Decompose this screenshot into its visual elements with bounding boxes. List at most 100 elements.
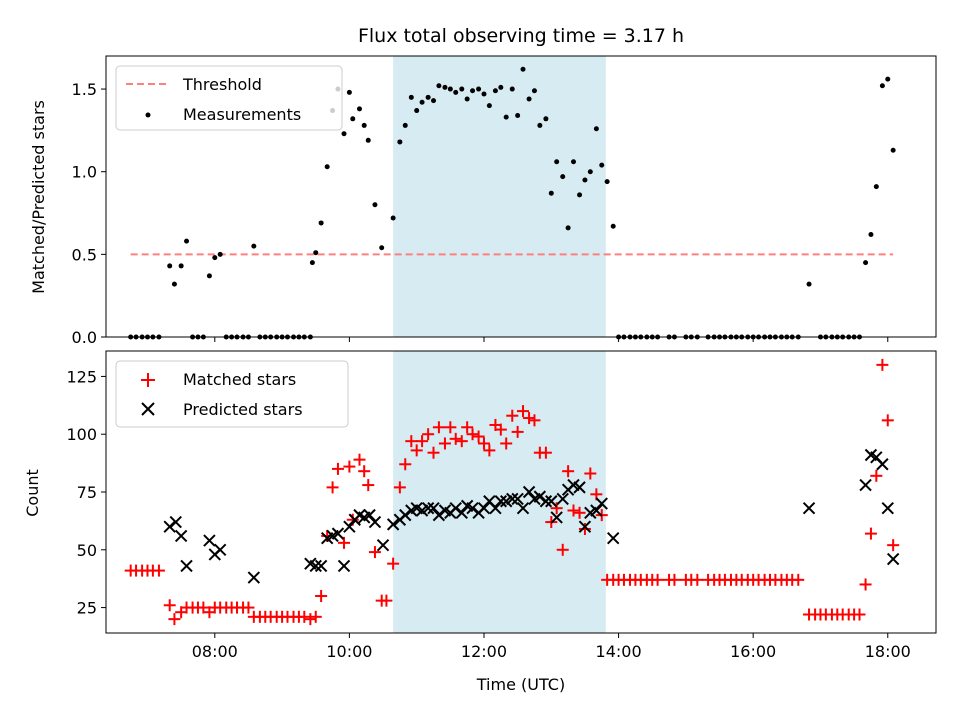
predicted-star-point: [169, 515, 182, 529]
predicted-star-point: [180, 559, 193, 573]
matched-star-point: [380, 594, 393, 607]
matched-star-point: [358, 465, 371, 478]
measurement-point: [251, 243, 257, 249]
predicted-star-point: [432, 508, 446, 522]
matched-star-point: [432, 421, 445, 434]
measurement-point: [503, 114, 509, 120]
measurement-point: [492, 88, 498, 94]
matched-star-point: [343, 460, 356, 473]
measurement-point: [868, 232, 874, 238]
predicted-star-point: [174, 529, 188, 543]
bottom-y-tick-label: 75: [77, 483, 97, 502]
predicted-star-point: [309, 559, 322, 573]
bottom-y-ticks: 25 50 75 100 125: [66, 367, 106, 618]
matched-star-point: [331, 462, 344, 475]
predicted-star-point: [343, 520, 356, 533]
matched-star-point: [449, 432, 462, 445]
matched-star-point: [567, 504, 580, 517]
matched-star-point: [556, 543, 569, 556]
matched-star-point: [338, 536, 351, 549]
predicted-star-point: [506, 492, 519, 506]
top-panel: 0.0 0.5 1.0 1.5 Flux total observing time =…: [29, 25, 937, 347]
measurement-point: [447, 86, 453, 92]
matched-star-point: [438, 437, 451, 450]
matched-star-point: [859, 578, 872, 591]
bottom-y-axis-label: Count: [23, 469, 42, 517]
legend-predicted-label: Predicted stars: [183, 400, 303, 419]
matched-star-point: [298, 610, 311, 623]
matched-star-point: [362, 479, 375, 492]
measurement-point: [402, 122, 408, 128]
measurement-point: [520, 66, 526, 72]
measurement-point: [570, 159, 576, 165]
matched-star-point: [573, 506, 586, 519]
bottom-legend-box: [115, 360, 349, 428]
predicted-star-point: [876, 458, 889, 471]
top-legend-box: [115, 65, 343, 131]
measurement-point: [184, 238, 190, 244]
predicted-star-point: [213, 543, 227, 556]
measurement-point: [548, 190, 554, 196]
matched-star-point: [876, 358, 889, 371]
measurement-point: [390, 215, 396, 221]
measurement-point: [346, 89, 352, 95]
predicted-star-point: [494, 495, 508, 508]
measurement-point: [350, 116, 356, 122]
predicted-star-point: [477, 501, 491, 515]
measurement-point: [361, 122, 367, 128]
top-legend: Threshold Measurements: [115, 65, 343, 131]
measurement-point: [806, 281, 812, 287]
top-y-tick-label: 1.0: [72, 163, 97, 182]
measurement-point: [414, 108, 420, 114]
legend-predicted-swatch: [141, 402, 155, 416]
top-x-ticks: [214, 337, 889, 342]
measurement-point: [531, 88, 537, 94]
matched-star-point: [792, 573, 805, 586]
matched-star-point: [326, 481, 339, 494]
matched-star-point: [461, 421, 474, 434]
predicted-star-point: [511, 492, 524, 506]
measurement-point: [372, 202, 378, 208]
top-y-axis-label: Matched/Predicted stars: [29, 100, 48, 294]
matched-star-point: [393, 481, 406, 494]
bottom-y-tick-label: 100: [66, 425, 97, 444]
predicted-star-point: [427, 501, 440, 515]
matched-star-point: [242, 601, 255, 614]
matched-star-point: [472, 430, 485, 443]
top-y-ticks: 0.0 0.5 1.0 1.5: [72, 80, 106, 347]
predicted-star-point: [399, 508, 412, 522]
matched-star-point: [853, 608, 866, 621]
matched-star-point: [584, 467, 597, 480]
predicted-star-point: [590, 504, 603, 517]
matched-star-point: [511, 425, 524, 438]
measurement-point: [577, 192, 583, 198]
x-tick-label: 16:00: [730, 642, 776, 661]
measurement-point: [408, 94, 414, 100]
predicted-star-point: [522, 485, 536, 499]
predicted-star-point: [859, 478, 872, 492]
matched-star-point: [315, 590, 328, 603]
predicted-star-point: [449, 501, 462, 515]
measurement-point: [365, 137, 371, 143]
matched-star-point: [410, 444, 423, 457]
measurement-point: [464, 96, 470, 102]
legend-measurements-label: Measurements: [183, 105, 301, 124]
measurement-point: [481, 91, 487, 97]
measurement-point: [498, 84, 504, 90]
matched-star-point: [494, 423, 507, 436]
measurement-point: [459, 86, 465, 92]
matched-star-point: [309, 610, 322, 623]
measurement-point: [587, 169, 593, 175]
matched-star-point: [528, 414, 541, 427]
matched-star-point: [399, 458, 412, 471]
measurement-point: [431, 98, 437, 104]
matched-star-point: [422, 428, 435, 441]
predicted-star-point: [314, 559, 328, 573]
measurement-point: [593, 126, 599, 132]
predicted-star-point: [368, 515, 382, 529]
predicted-star-point: [331, 527, 345, 540]
matched-star-point: [416, 435, 429, 448]
measurement-point: [486, 103, 492, 109]
predicted-star-point: [595, 497, 608, 510]
x-tick-label: 12:00: [461, 642, 507, 661]
